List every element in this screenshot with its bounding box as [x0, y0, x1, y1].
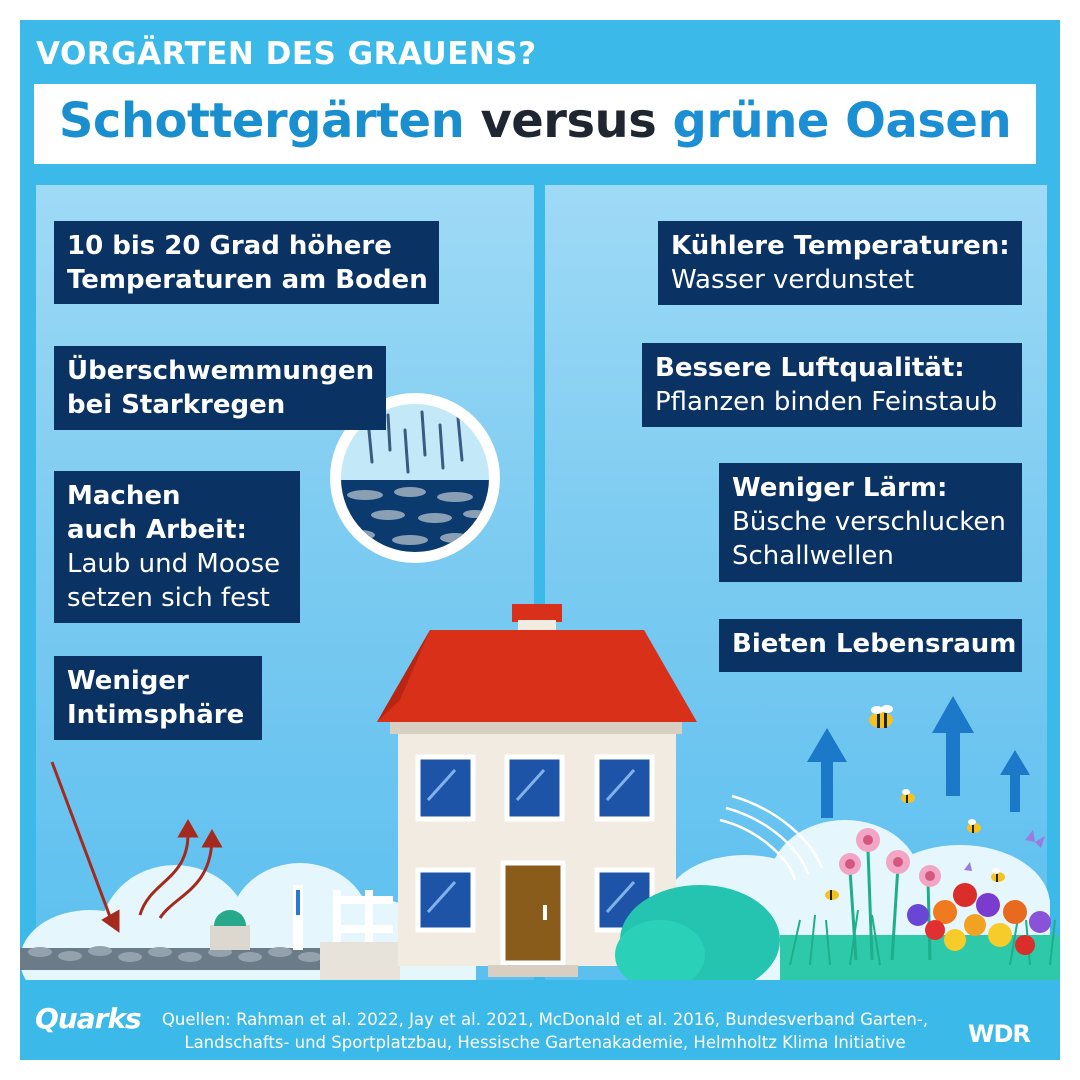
- sources-line1: Quellen: Rahman et al. 2022, Jay et al. …: [161, 1010, 929, 1029]
- fact-cooler-line2: Wasser verdunstet: [671, 265, 915, 295]
- fact-cooler-line1: Kühlere Temperaturen:: [671, 231, 1010, 261]
- fact-box-privacy: Weniger Intimsphäre: [54, 656, 262, 740]
- upward-arrows-icon: [807, 696, 1030, 818]
- kicker: VORGÄRTEN DES GRAUENS?: [36, 36, 537, 72]
- title-versus: versus: [464, 93, 673, 149]
- meadow: [780, 849, 1060, 980]
- fact-privacy-line1: Weniger: [67, 666, 189, 696]
- fact-habitat-line1: Bieten Lebensraum: [732, 629, 1017, 659]
- fact-work-line4: setzen sich fest: [67, 583, 270, 613]
- page-title: Schottergärten versus grüne Oasen: [34, 93, 1036, 149]
- wdr-logo: WDR: [968, 1020, 1031, 1048]
- garden-lamp: [210, 910, 250, 950]
- gravel-bed: [20, 946, 340, 970]
- fact-box-heat: 10 bis 20 Grad höhere Temperaturen am Bo…: [54, 221, 439, 304]
- rain-icon: [330, 393, 500, 563]
- fact-box-air: Bessere Luftqualität: Pflanzen binden Fe…: [642, 343, 1022, 427]
- fact-box-cooler: Kühlere Temperaturen: Wasser verdunstet: [658, 221, 1022, 305]
- bush: [615, 885, 780, 995]
- fact-heat-line2: Temperaturen am Boden: [67, 265, 428, 295]
- fact-work-line2: auch Arbeit:: [67, 515, 247, 545]
- heat-arrows-icon: [50, 761, 223, 933]
- sources-line2: Landschafts- und Sportplatzbau, Hessisch…: [184, 1033, 906, 1052]
- fact-air-line1: Bessere Luftqualität:: [655, 353, 965, 383]
- fact-box-work: Machen auch Arbeit: Laub und Moose setze…: [54, 471, 300, 623]
- title-green: grüne Oasen: [672, 93, 1012, 149]
- fact-box-noise: Weniger Lärm: Büsche verschlucken Schall…: [719, 463, 1022, 582]
- title-gravel: Schottergärten: [58, 93, 465, 149]
- fact-flooding-line2: bei Starkregen: [67, 390, 286, 420]
- fact-privacy-line2: Intimsphäre: [67, 700, 245, 730]
- sources: Quellen: Rahman et al. 2022, Jay et al. …: [150, 1008, 940, 1054]
- fact-noise-line3: Schallwellen: [732, 541, 894, 571]
- fact-box-flooding: Überschwemmungen bei Starkregen: [54, 346, 386, 430]
- fact-box-habitat: Bieten Lebensraum: [719, 619, 1022, 672]
- steps: [320, 942, 400, 982]
- fact-air-line2: Pflanzen binden Feinstaub: [655, 387, 998, 417]
- fact-work-line3: Laub und Moose: [67, 549, 281, 579]
- bees: [825, 705, 1005, 900]
- fact-noise-line2: Büsche verschlucken: [732, 507, 1006, 537]
- fact-work-line1: Machen: [67, 481, 181, 511]
- footer: [20, 980, 1060, 1060]
- flowers: [839, 828, 1051, 955]
- fact-noise-line1: Weniger Lärm:: [732, 473, 948, 503]
- fence: [293, 885, 393, 950]
- quarks-logo: Quarks: [35, 1002, 142, 1035]
- sound-waves-icon: [719, 794, 824, 881]
- fact-flooding-line1: Überschwemmungen: [67, 356, 375, 386]
- butterflies: [964, 830, 1045, 871]
- fact-heat-line1: 10 bis 20 Grad höhere: [67, 231, 392, 261]
- title-box: Schottergärten versus grüne Oasen: [34, 84, 1036, 164]
